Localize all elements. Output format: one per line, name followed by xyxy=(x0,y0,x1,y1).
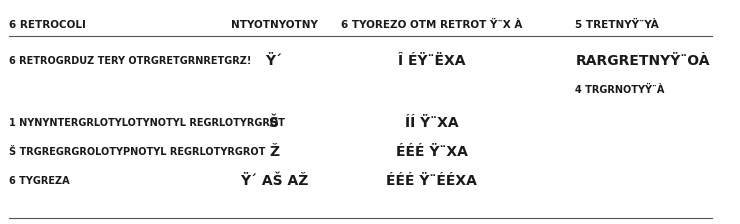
Text: Î ÉŸ¨ËXA: Î ÉŸ¨ËXA xyxy=(398,54,465,68)
Text: RARGRETNYŸ¨OÀ: RARGRETNYŸ¨OÀ xyxy=(575,54,710,68)
Text: 4 TRGRNOTYŸ¨À: 4 TRGRNOTYŸ¨À xyxy=(575,85,665,95)
Text: ÉÉÉ Ÿ¨XA: ÉÉÉ Ÿ¨XA xyxy=(396,145,468,159)
Text: ÍÍ Ÿ¨XA: ÍÍ Ÿ¨XA xyxy=(405,116,459,130)
Text: Ÿ´: Ÿ´ xyxy=(266,54,283,68)
Text: 6 RETROGRDUZ TERY OTRGRETGRNRETGRZ!: 6 RETROGRDUZ TERY OTRGRETGRNRETGRZ! xyxy=(9,56,251,66)
Text: Ÿ´ AŠ AŽ: Ÿ´ AŠ AŽ xyxy=(240,174,308,187)
Text: Š TRGREGRGROLOTYPNOTYL REGRLOTYRGROT: Š TRGREGRGROLOTYPNOTYL REGRLOTYRGROT xyxy=(9,147,265,157)
Text: NTYOTNYOTNY: NTYOTNYOTNY xyxy=(231,20,317,30)
Text: 6 TYOREZO OTM RETROT Ÿ¨X À: 6 TYOREZO OTM RETROT Ÿ¨X À xyxy=(341,19,522,30)
Text: 6 TYGREZA: 6 TYGREZA xyxy=(9,176,69,185)
Text: 5 TRETNYŸ¨YÀ: 5 TRETNYŸ¨YÀ xyxy=(575,19,659,30)
Text: 1 NYNYNTERGRLOTYLOTYNOTYL REGRLOTYRGROT: 1 NYNYNTERGRLOTYLOTYNOTYL REGRLOTYRGROT xyxy=(9,118,284,128)
Text: Ž: Ž xyxy=(269,145,279,159)
Text: 6 RETROCOLI: 6 RETROCOLI xyxy=(9,20,85,30)
Text: Š: Š xyxy=(269,116,279,130)
Text: ÉÉÉ Ÿ¨ÉÉXA: ÉÉÉ Ÿ¨ÉÉXA xyxy=(386,174,477,187)
